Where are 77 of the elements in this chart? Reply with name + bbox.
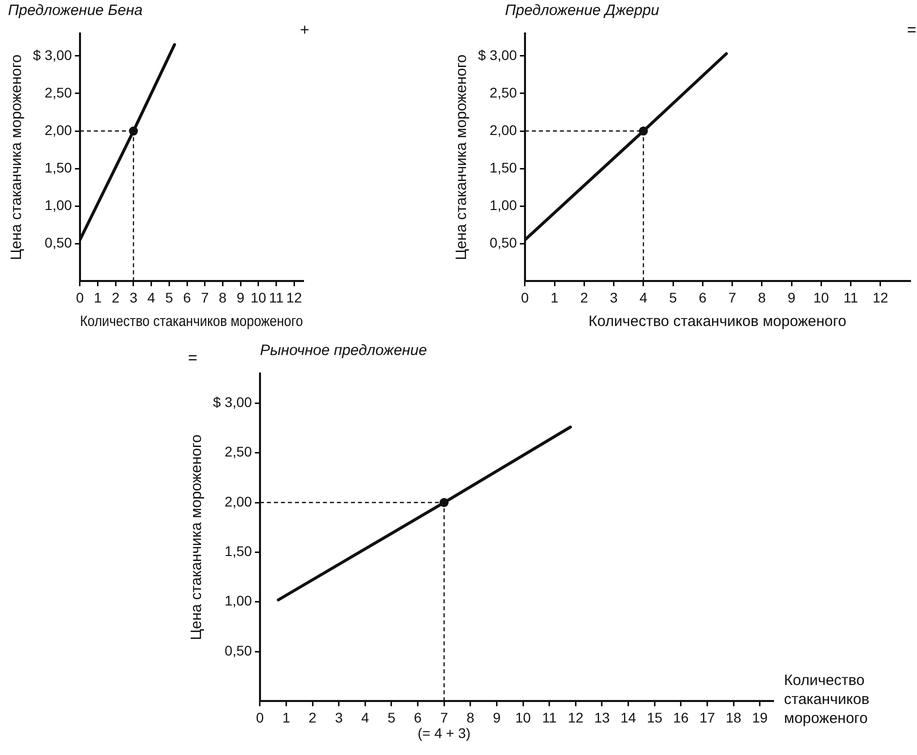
x-tick-label: 2 — [308, 709, 317, 726]
annotation: = — [907, 22, 916, 40]
x-axis-title: Количество стаканчиков мороженого — [784, 671, 870, 728]
y-tick-label: 0,50 — [44, 234, 72, 251]
x-tick-label: 9 — [492, 709, 501, 726]
x-tick-label: 7 — [200, 289, 209, 306]
x-tick-label: 8 — [758, 289, 766, 306]
y-tick-label: 1,50 — [224, 543, 252, 560]
chart-title: Предложение Бена — [8, 2, 143, 19]
y-tick-label: 2,00 — [490, 122, 518, 138]
x-tick-label: 14 — [620, 709, 636, 726]
y-tick-label: 0,50 — [224, 642, 252, 658]
y-tick-label: 1,50 — [44, 159, 72, 176]
x-tick-label: 0 — [521, 289, 530, 306]
x-tick-label: 1 — [94, 289, 102, 306]
x-tick-label: 1 — [282, 709, 290, 726]
x-axis-title: Количество стаканчиков мороженого — [80, 312, 304, 330]
x-tick-label: 11 — [843, 289, 858, 306]
chart-title: Предложение Джерри — [505, 2, 660, 19]
x-tick-label: 9 — [788, 289, 796, 306]
x-tick-label: 2 — [112, 289, 120, 306]
y-tick-label: 2,00 — [224, 493, 252, 510]
y-tick-label: $ 3,00 — [478, 46, 518, 63]
x-tick-label: 5 — [388, 709, 396, 726]
x-tick-label: 12 — [872, 289, 888, 306]
y-tick-label: 2,50 — [490, 84, 518, 100]
x-tick-label: 7 — [440, 709, 448, 726]
y-tick-label: 0,50 — [490, 234, 518, 251]
y-tick-label: $ 3,00 — [32, 46, 72, 63]
x-tick-label: 12 — [568, 709, 584, 726]
y-axis-title: Цена стаканчика мороженого — [8, 54, 26, 260]
x-tick-label: 11 — [268, 289, 284, 306]
x-tick-label: 4 — [147, 289, 156, 306]
x-tick-label: 10 — [813, 289, 830, 306]
x-tick-label: 13 — [594, 709, 610, 726]
y-tick-label: 1,00 — [44, 196, 72, 213]
annotation: (= 4 + 3) — [418, 725, 471, 742]
x-tick-label: 6 — [698, 289, 707, 306]
text: = — [188, 350, 198, 368]
x-tick-label: 5 — [165, 289, 174, 306]
x-tick-label: 3 — [130, 289, 138, 306]
x-tick-label: 0 — [256, 709, 264, 726]
x-tick-label: 18 — [726, 709, 742, 726]
x-tick-label: 8 — [218, 289, 227, 306]
x-tick-label: 6 — [183, 289, 192, 306]
x-tick-label: 10 — [515, 709, 532, 726]
x-tick-label: 12 — [286, 289, 302, 306]
x-tick-label: 17 — [699, 709, 716, 726]
x-tick-label: 6 — [414, 709, 422, 726]
x-tick-label: 16 — [673, 709, 689, 726]
chart-title: Рыночное предложение — [260, 342, 427, 359]
y-tick-label: 2,50 — [44, 84, 72, 100]
y-tick-label: 1,50 — [490, 159, 518, 176]
x-tick-label: 9 — [236, 289, 245, 306]
x-tick-label: 15 — [646, 709, 663, 726]
x-tick-label: 2 — [580, 289, 588, 306]
y-tick-label: $ 3,00 — [212, 394, 252, 410]
y-axis-title: Цена стаканчика мороженого — [188, 434, 206, 640]
x-tick-label: 1 — [550, 289, 559, 306]
annotation: + — [300, 22, 310, 40]
y-tick-label: 2,50 — [224, 444, 252, 460]
x-tick-label: 5 — [669, 289, 678, 306]
x-tick-label: 4 — [640, 289, 648, 306]
x-tick-label: 11 — [542, 709, 557, 726]
y-tick-label: 1,00 — [490, 196, 518, 213]
x-tick-label: 19 — [752, 709, 768, 726]
x-tick-label: 7 — [728, 289, 736, 306]
y-tick-label: 2,00 — [44, 122, 72, 138]
x-tick-label: 3 — [610, 289, 618, 306]
x-tick-label: 4 — [361, 709, 370, 726]
x-tick-label: 8 — [466, 709, 475, 726]
y-tick-label: 1,00 — [224, 592, 252, 609]
x-tick-label: 10 — [250, 289, 266, 306]
x-tick-label: 0 — [76, 289, 84, 306]
x-axis-title: Количество стаканчиков мороженого — [588, 313, 846, 330]
x-tick-label: 3 — [334, 709, 343, 726]
y-axis-title: Цена стаканчика мороженого — [453, 54, 470, 260]
